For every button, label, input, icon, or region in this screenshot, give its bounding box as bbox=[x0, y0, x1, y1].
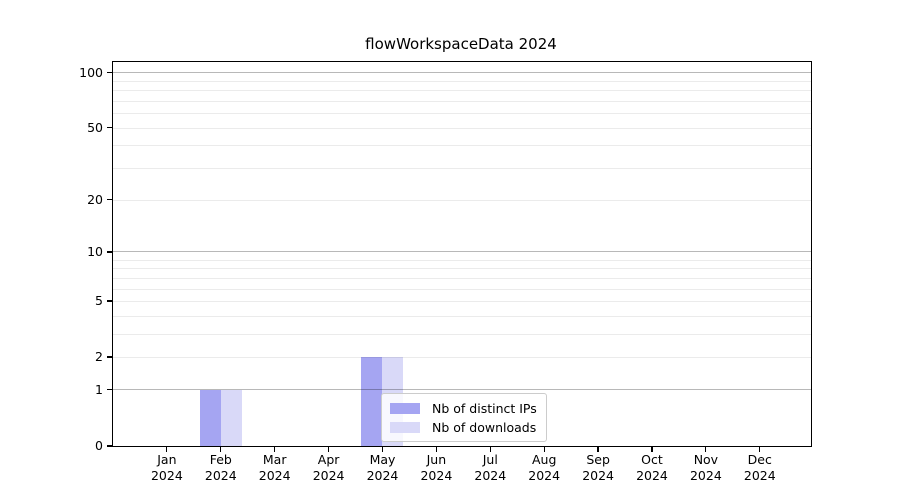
legend-swatch-distinct-ips bbox=[390, 402, 420, 414]
gridline-minor bbox=[113, 199, 811, 201]
x-tick-label: Feb 2024 bbox=[204, 452, 237, 483]
x-tick-mark bbox=[651, 446, 653, 452]
plot-area: 0 1 2 5 10 20 50 100 Jan 2024 Feb 2024 Mar 2024 Apr… bbox=[79, 61, 812, 483]
y-tick-mark bbox=[106, 445, 113, 447]
y-tick-label: 5 bbox=[95, 292, 103, 308]
x-tick-mark bbox=[381, 446, 384, 452]
x-tick-label: Oct 2024 bbox=[636, 452, 668, 483]
gridline-minor bbox=[113, 80, 811, 82]
y-tick-label: 1 bbox=[95, 381, 103, 397]
legend-item-downloads: Nb of downloads bbox=[390, 419, 537, 435]
x-tick-label: Jan 2024 bbox=[150, 452, 183, 483]
legend-label-distinct-ips: Nb of distinct IPs bbox=[432, 400, 537, 416]
x-tick-label: Jun 2024 bbox=[420, 452, 453, 483]
gridline-minor bbox=[113, 268, 811, 270]
gridline-major bbox=[113, 251, 811, 253]
x-tick-label: Apr 2024 bbox=[312, 452, 345, 483]
x-tick-mark bbox=[435, 446, 437, 452]
x-tick-mark bbox=[759, 446, 761, 452]
y-tick-mark bbox=[106, 300, 113, 302]
x-tick-mark bbox=[543, 446, 545, 452]
bar-distinct-ips bbox=[361, 357, 383, 446]
legend: Nb of distinct IPs Nb of downloads bbox=[381, 393, 547, 442]
bar-downloads bbox=[220, 389, 242, 446]
y-tick-mark bbox=[106, 71, 113, 74]
x-tick-mark bbox=[220, 446, 222, 452]
x-tick-label: May 2024 bbox=[366, 452, 399, 483]
y-tick-mark bbox=[106, 356, 113, 358]
y-tick-mark bbox=[106, 127, 113, 129]
legend-item-distinct-ips: Nb of distinct IPs bbox=[390, 400, 537, 416]
gridline-minor bbox=[113, 101, 811, 103]
y-tick-mark bbox=[106, 199, 113, 201]
gridline-minor bbox=[113, 277, 811, 279]
x-tick-label: Mar 2024 bbox=[258, 452, 291, 483]
bar-distinct-ips bbox=[199, 389, 221, 446]
x-tick-label: Sep 2024 bbox=[582, 452, 614, 483]
x-tick-mark bbox=[489, 446, 491, 452]
gridline-minor bbox=[113, 168, 811, 170]
gridline-minor bbox=[113, 357, 811, 359]
y-tick-mark bbox=[106, 389, 113, 391]
gridline-minor bbox=[113, 315, 811, 317]
gridline-minor bbox=[113, 288, 811, 290]
y-tick-label: 20 bbox=[87, 191, 103, 207]
legend-swatch-downloads bbox=[390, 421, 420, 433]
y-tick-label: 50 bbox=[87, 119, 103, 135]
gridline-minor bbox=[113, 145, 811, 147]
chart-title: flowWorkspaceData 2024 bbox=[365, 35, 557, 53]
gridline-minor bbox=[113, 333, 811, 335]
y-tick-mark bbox=[106, 251, 113, 253]
x-tick-label: Jul 2024 bbox=[474, 452, 507, 483]
x-tick-label: Dec 2024 bbox=[743, 452, 776, 483]
x-tick-mark bbox=[274, 446, 276, 452]
y-tick-label: 10 bbox=[87, 243, 103, 259]
y-tick-label: 100 bbox=[79, 64, 103, 80]
gridline-minor bbox=[113, 127, 811, 129]
gridline-major bbox=[113, 72, 811, 73]
gridline-minor bbox=[113, 90, 811, 92]
x-tick-mark bbox=[705, 446, 707, 452]
x-tick-mark bbox=[166, 446, 168, 452]
x-tick-mark bbox=[327, 446, 330, 452]
gridline-minor bbox=[113, 259, 811, 261]
x-tick-mark bbox=[597, 446, 599, 452]
x-tick-label: Nov 2024 bbox=[689, 452, 722, 483]
gridline-minor bbox=[113, 113, 811, 115]
x-tick-label: Aug 2024 bbox=[528, 452, 561, 483]
y-tick-label: 0 bbox=[95, 438, 103, 453]
legend-label-downloads: Nb of downloads bbox=[432, 419, 537, 435]
gridline-minor bbox=[113, 300, 811, 302]
y-tick-label: 2 bbox=[95, 349, 103, 365]
